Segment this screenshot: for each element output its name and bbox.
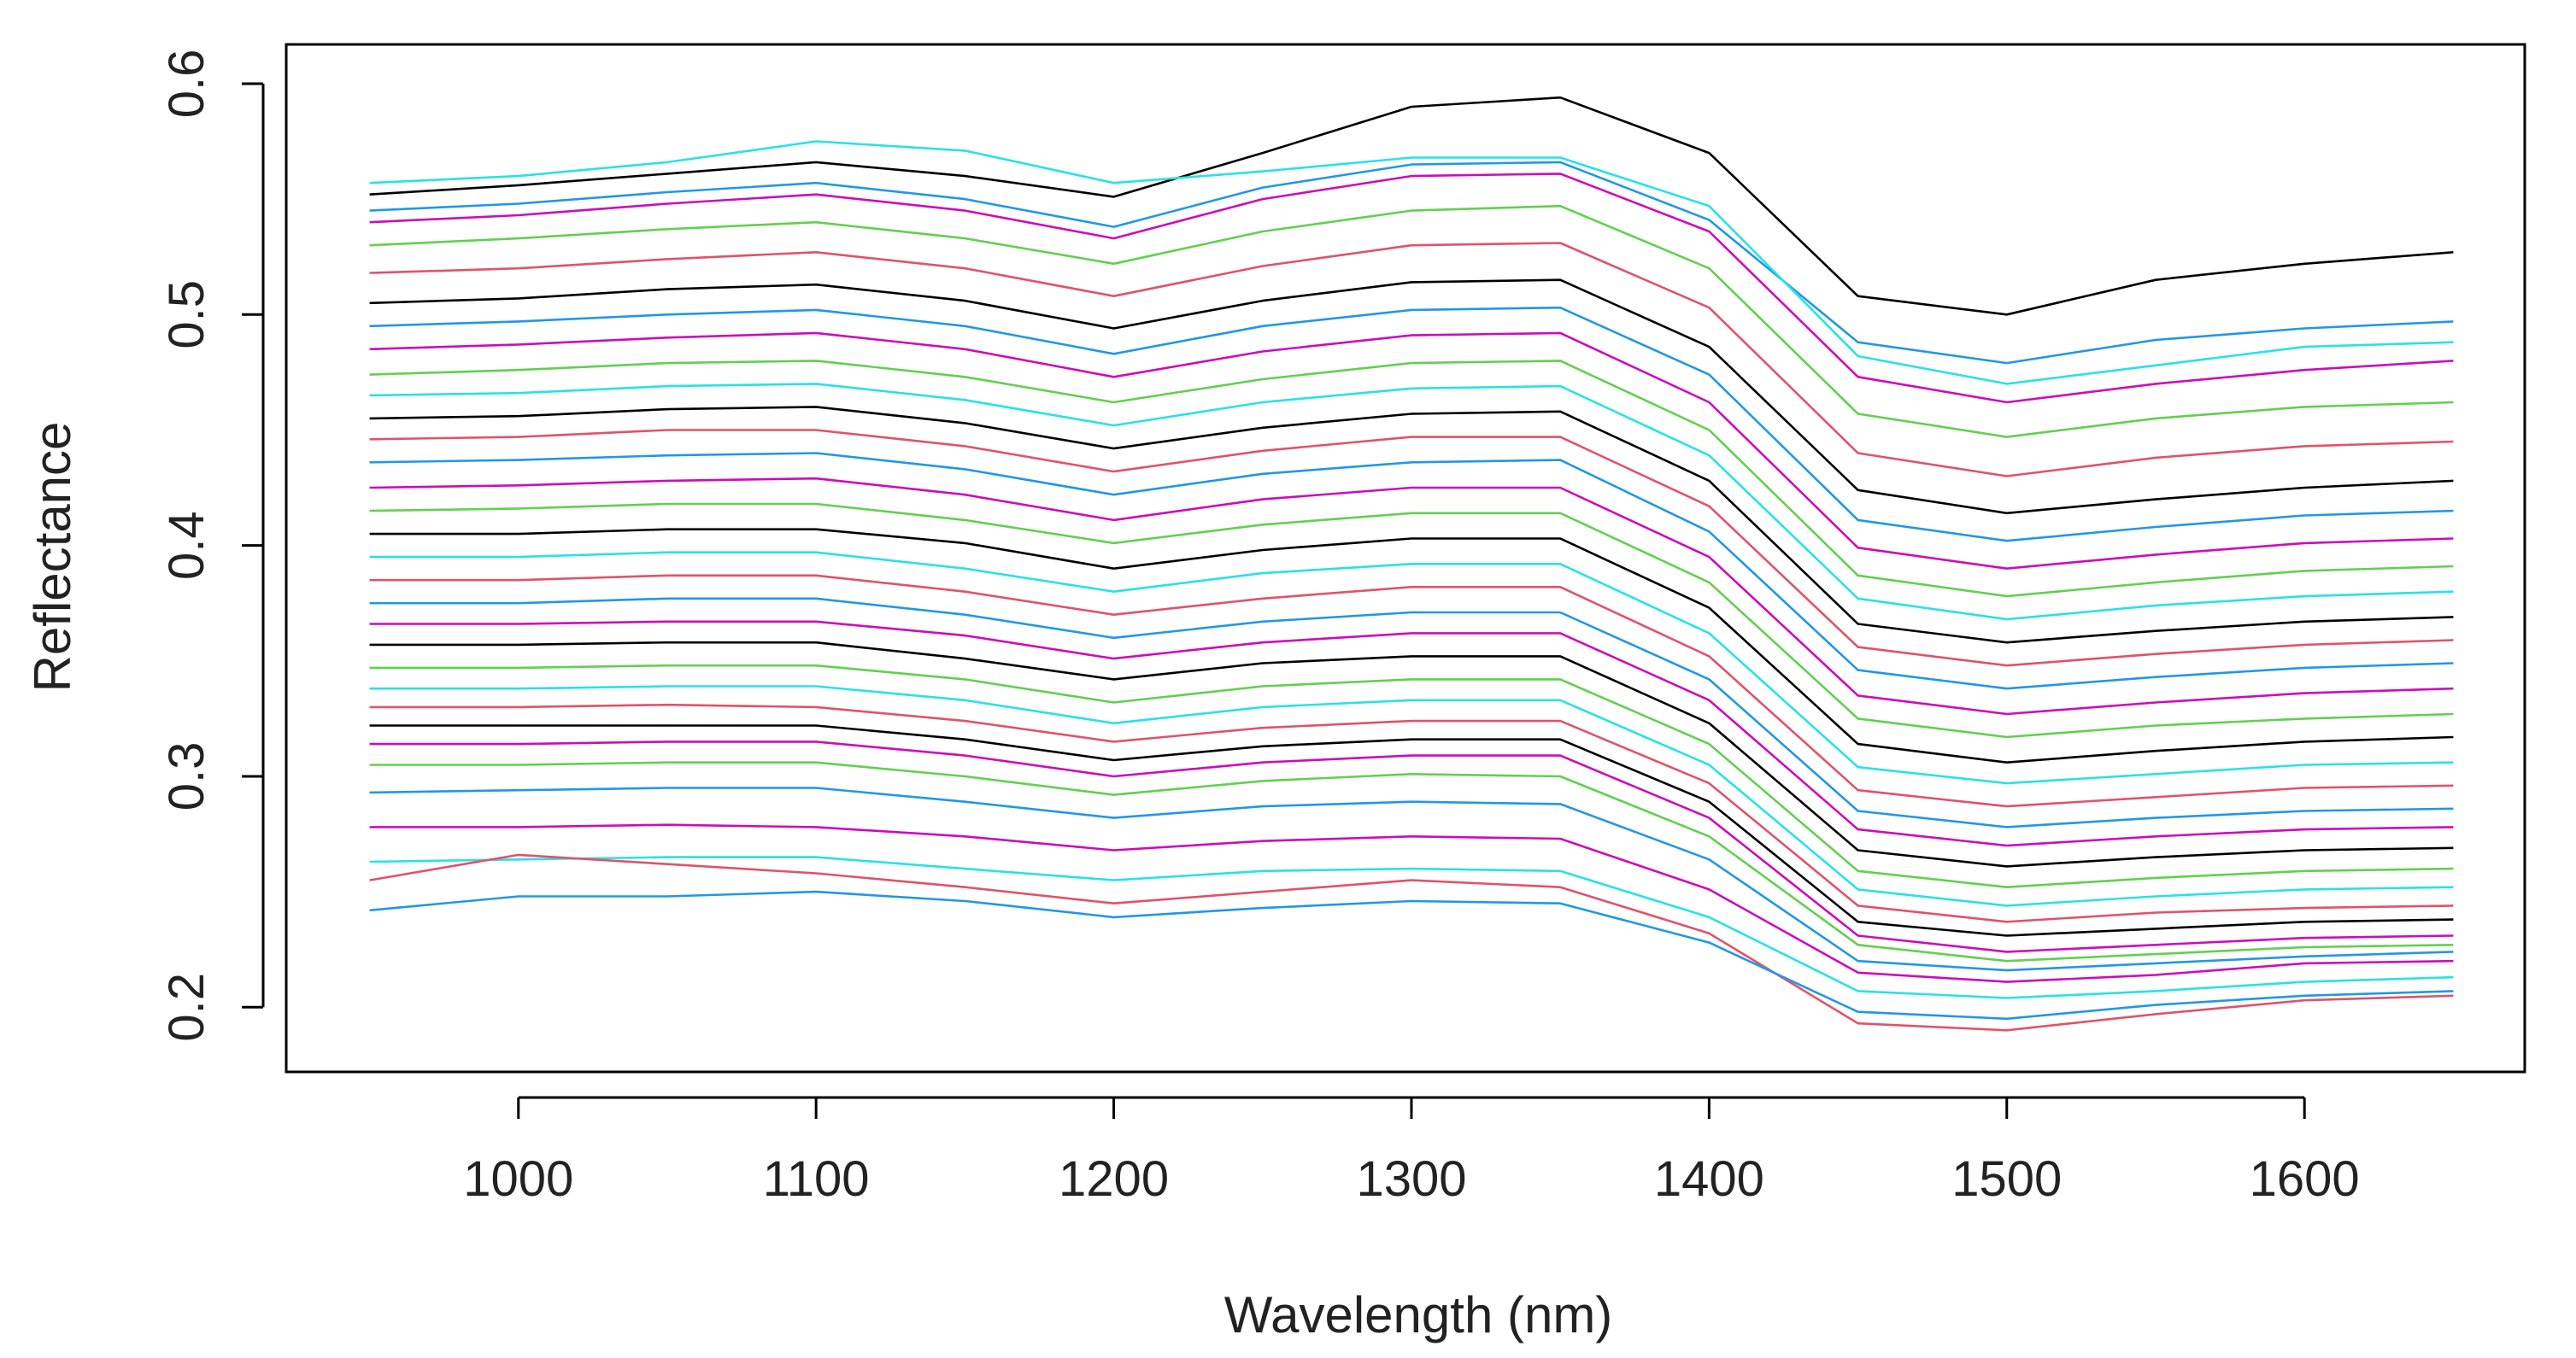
- series-line-spectrum-016: [369, 502, 2454, 739]
- series-line-spectrum-017: [369, 528, 2454, 764]
- series-line-spectrum-023: [369, 664, 2454, 888]
- series-line-spectrum-025: [369, 703, 2454, 923]
- series-line-spectrum-010: [369, 360, 2454, 598]
- y-axis: 0.2 0.3 0.4 0.5 0.6: [159, 50, 265, 1042]
- x-tick-label: 1000: [463, 1151, 573, 1207]
- series-line-spectrum-026: [369, 724, 2454, 937]
- series-line-spectrum-012: [369, 406, 2454, 644]
- y-tick-label: 0.3: [159, 742, 214, 811]
- series-line-spectrum-028: [369, 761, 2454, 963]
- series-line-spectrum-024: [369, 685, 2454, 907]
- series-line-spectrum-009: [369, 331, 2454, 571]
- x-tick-label: 1200: [1059, 1151, 1169, 1207]
- series-line-spectrum-030: [369, 823, 2454, 983]
- series-line-spectrum-011: [369, 383, 2454, 621]
- series-line-spectrum-019: [369, 574, 2454, 808]
- y-axis-label: Reflectance: [24, 422, 81, 693]
- x-tick-label: 1300: [1356, 1151, 1466, 1207]
- x-tick-label: 1100: [763, 1151, 870, 1207]
- x-tick-label: 1600: [2250, 1151, 2360, 1207]
- plot-frame: [285, 43, 2526, 1074]
- x-axis-label: Wavelength (nm): [1224, 1286, 1613, 1343]
- series-line-spectrum-014: [369, 452, 2454, 690]
- y-tick-label: 0.5: [159, 280, 214, 349]
- series-line-spectrum-020: [369, 597, 2454, 828]
- series-line-spectrum-top: [369, 96, 2454, 316]
- series-line-spectrum-032: [369, 853, 2454, 1032]
- series-line-spectrum-027: [369, 740, 2454, 953]
- series-line-spectrum-031: [369, 856, 2454, 999]
- series-line-spectrum-006: [369, 242, 2454, 477]
- y-tick-label: 0.4: [159, 511, 214, 580]
- series-line-spectrum-004: [369, 173, 2454, 404]
- series-line-spectrum-022: [369, 641, 2454, 868]
- y-tick-label: 0.6: [159, 50, 214, 119]
- series-line-spectrum-002: [369, 161, 2454, 365]
- x-tick-label: 1400: [1654, 1151, 1764, 1207]
- series-line-spectrum-021: [369, 620, 2454, 847]
- series-line-spectrum-008: [369, 306, 2454, 542]
- y-tick-label: 0.2: [159, 973, 214, 1042]
- x-axis: 1000 1100 1200 1300 1400 1500 1600: [463, 1096, 2360, 1207]
- series-line-spectrum-013: [369, 429, 2454, 667]
- series-line-spectrum-029: [369, 787, 2454, 972]
- series-line-spectrum-007: [369, 278, 2454, 515]
- x-tick-label: 1500: [1951, 1151, 2062, 1207]
- series-line-spectrum-005: [369, 204, 2454, 438]
- series-line-spectrum-018: [369, 551, 2454, 785]
- series-line-spectrum-015: [369, 477, 2454, 716]
- series-line-spectrum-003: [369, 140, 2454, 385]
- series-layer: [369, 96, 2454, 1032]
- series-line-spectrum-033: [369, 890, 2454, 1021]
